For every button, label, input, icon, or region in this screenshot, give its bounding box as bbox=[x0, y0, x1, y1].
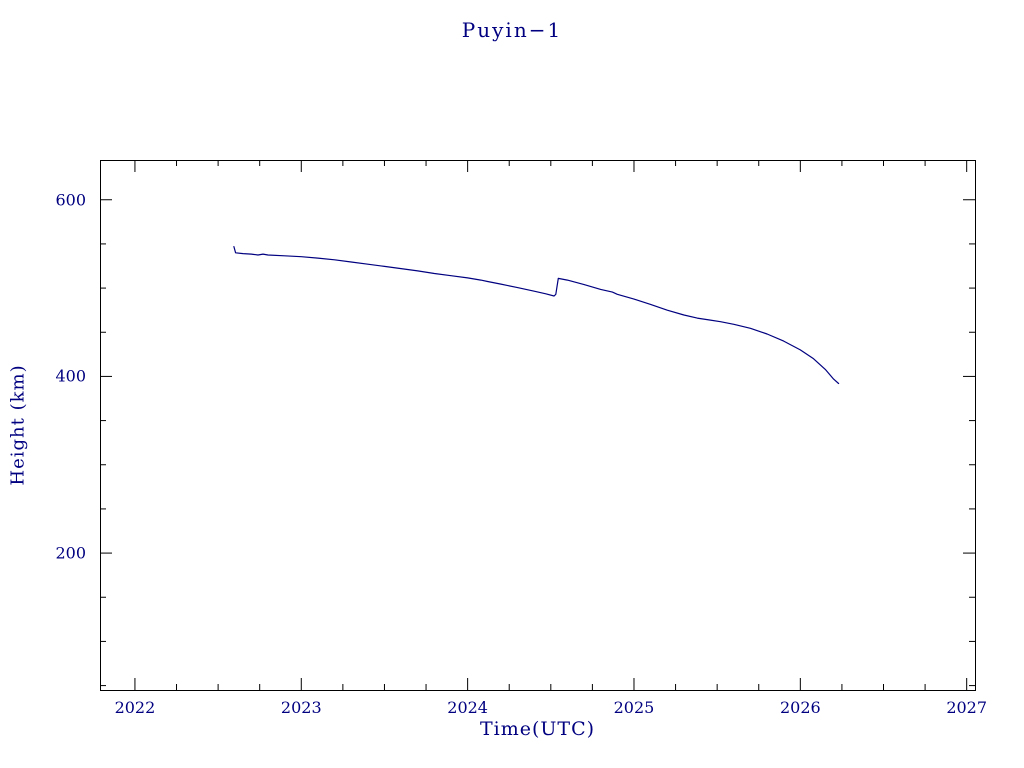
x-axis-label: Time(UTC) bbox=[479, 718, 596, 740]
x-tick-label-0: 2022 bbox=[114, 698, 156, 717]
y-tick-label-2: 600 bbox=[55, 190, 86, 210]
chart-title: Puyin−1 bbox=[461, 18, 563, 42]
y-tick-label-1: 400 bbox=[55, 366, 86, 386]
height-series-line bbox=[233, 246, 840, 385]
x-tick-label-3: 2025 bbox=[613, 698, 655, 717]
x-tick-label-2: 2024 bbox=[447, 698, 488, 717]
x-tick-label-5: 2027 bbox=[946, 698, 988, 717]
x-tick-label-4: 2026 bbox=[779, 698, 821, 717]
plot-frame bbox=[100, 160, 976, 691]
y-axis-label: Height (km) bbox=[7, 364, 29, 486]
y-tick-label-0: 200 bbox=[55, 543, 86, 563]
x-tick-label-1: 2023 bbox=[280, 698, 322, 717]
